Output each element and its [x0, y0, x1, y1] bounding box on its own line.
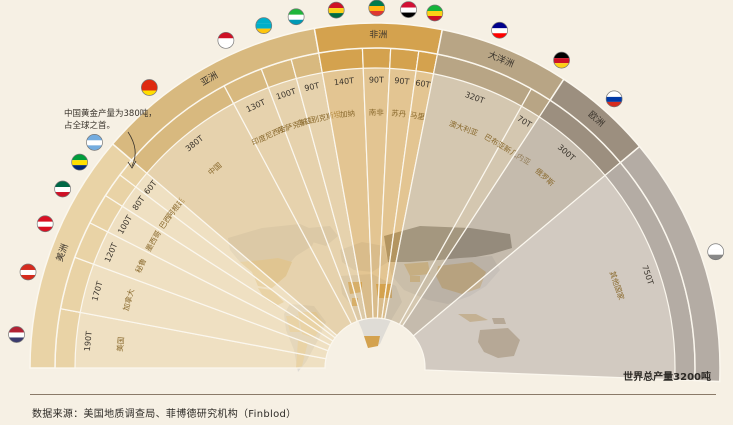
- value-label: 60T: [415, 78, 431, 89]
- mali-flag: [426, 4, 444, 22]
- australia-flag: [491, 21, 508, 39]
- region-band-other: [619, 145, 721, 383]
- region-label-africa: 非洲: [369, 28, 387, 40]
- country-label: 南非: [369, 107, 385, 117]
- footer-divider: [30, 394, 716, 395]
- value-label: 90T: [369, 75, 384, 84]
- uzbekistan-flag: [287, 8, 305, 26]
- value-label: 190T: [83, 331, 94, 352]
- kazakhstan-flag: [255, 17, 273, 34]
- globe-icon: [707, 243, 725, 261]
- callout-arrowhead: [127, 160, 137, 169]
- ghana-flag: [327, 1, 345, 19]
- china-flag: [141, 79, 158, 96]
- map-south-africa: [364, 336, 380, 348]
- usa-flag: [8, 326, 25, 343]
- png-flag: [553, 51, 570, 69]
- brazil-flag: [71, 153, 89, 171]
- russia-flag: [605, 90, 623, 108]
- value-label: 140T: [333, 76, 354, 87]
- callout-line-2: 占全球之首。: [64, 120, 115, 131]
- country-label: 马里: [409, 110, 426, 121]
- country-label: 加纳: [339, 108, 355, 120]
- argentina-flag: [86, 134, 103, 151]
- bar-band-sudan: [389, 47, 420, 72]
- value-label: 90T: [394, 76, 410, 86]
- world-total-label: 世界总产量3200吨: [623, 372, 711, 383]
- canada-flag: [19, 263, 37, 281]
- callout-line-1: 中国黄金产量为380吨，: [64, 108, 157, 119]
- china-callout: 中国黄金产量为380吨， 占全球之首。: [64, 108, 157, 169]
- south-africa-flag: [368, 0, 386, 17]
- indonesia-flag: [217, 31, 235, 49]
- value-label: 90T: [304, 81, 321, 93]
- country-label: 美国: [114, 336, 125, 352]
- sudan-flag: [400, 1, 417, 18]
- bar-band-south-africa: [361, 47, 392, 69]
- peru-flag: [36, 215, 54, 233]
- data-source: 数据来源：美国地质调查局、菲博德研究机构（Finblod）: [32, 409, 297, 420]
- mexico-flag: [54, 180, 71, 198]
- callout-arrow: [127, 131, 136, 167]
- country-label: 苏丹: [391, 107, 407, 118]
